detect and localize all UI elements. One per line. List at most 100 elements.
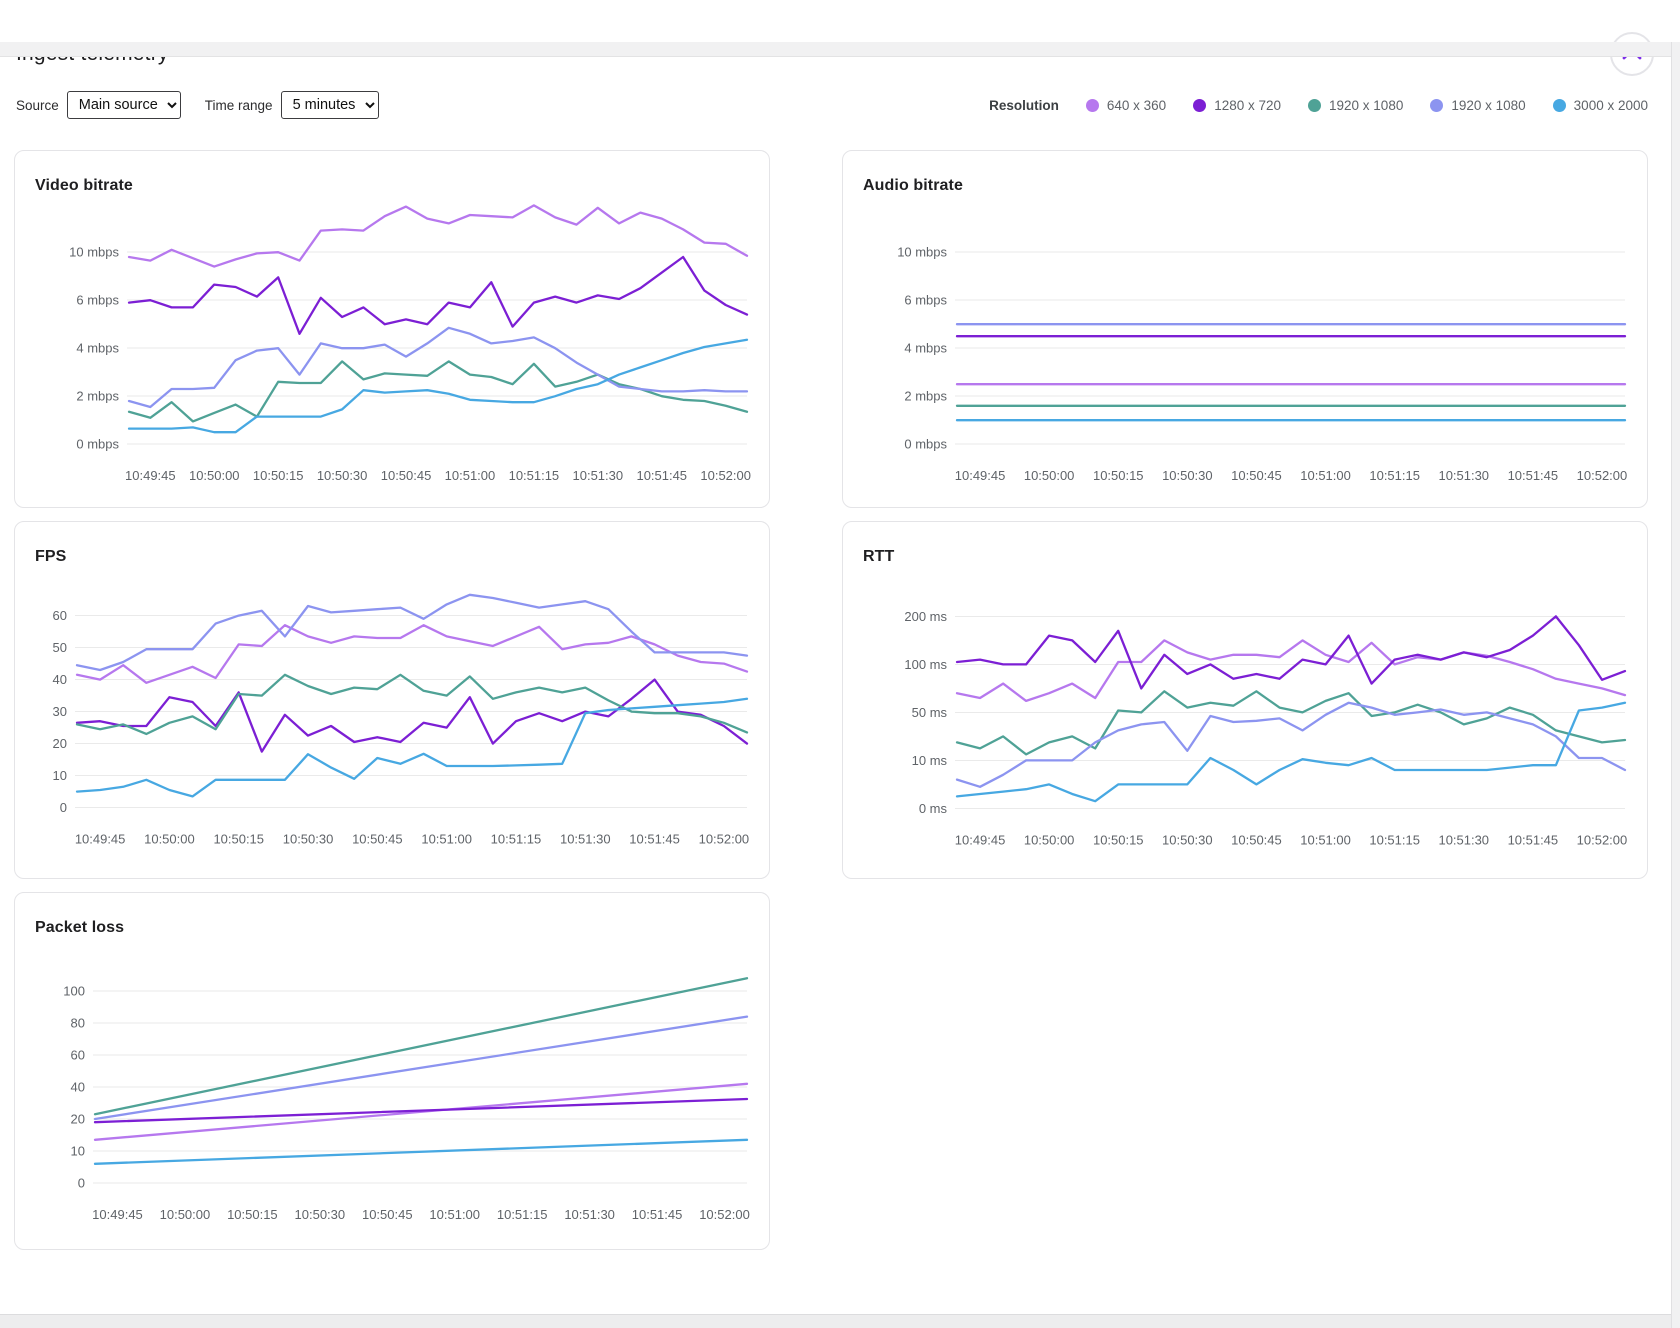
y-tick-label: 20 [71,1112,85,1127]
x-tick-label: 10:50:45 [1231,832,1282,847]
source-select[interactable]: Main source [66,91,181,119]
y-tick-label: 10 ms [912,753,948,768]
legend-title: Resolution [989,97,1059,113]
series-line-rtt-1 [955,615,1627,690]
x-tick-label: 10:52:00 [1577,468,1628,483]
time-range-select[interactable]: 5 minutes [280,91,379,119]
series-line-packet-loss-3 [93,1015,749,1121]
y-tick-label: 50 ms [912,705,948,720]
x-tick-label: 10:52:00 [700,468,751,483]
scrollbar-gutter [1671,42,1680,1328]
chart-plot-fps: 0 10 20 30 40 50 60 10:49:45 10:50:00 10:50:15 10:… [53,593,749,847]
x-tick-label: 10:50:00 [1024,832,1075,847]
legend-label: 640 x 360 [1106,97,1167,113]
y-tick-label: 6 mbps [904,293,947,308]
series-line-packet-loss-4 [93,1138,749,1165]
x-tick-label: 10:50:30 [283,832,334,847]
x-tick-label: 10:50:45 [362,1207,413,1222]
y-tick-label: 6 mbps [76,293,119,308]
x-tick-label: 10:49:45 [955,832,1006,847]
legend-item-1: 1280 x 720 [1193,98,1281,113]
chart-title-audio-bitrate: Audio bitrate [863,177,963,194]
series-line-rtt-3 [955,701,1627,788]
chart-title-video-bitrate: Video bitrate [35,177,133,194]
controls-row: Source Main source Time range 5 minutes … [16,90,1648,120]
series-line-video-bitrate-4 [127,338,749,434]
legend-dot [1193,98,1207,112]
charts-grid: Video bitrate 0 mbps 2 mbps 4 mbps 6 mbps 10 … [14,150,1680,1250]
legend-item-4: 3000 x 2000 [1552,97,1648,113]
y-tick-label: 2 mbps [904,389,947,404]
chart-card-packet-loss: Packet loss 0 10 20 40 60 80 100 10:49:45 10:50:0… [14,892,770,1250]
chart-title-fps: FPS [35,548,67,565]
x-tick-label: 10:49:45 [125,468,176,483]
series-line-fps-3 [75,593,749,672]
y-tick-label: 40 [53,672,67,687]
y-tick-label: 10 [53,768,67,783]
x-tick-label: 10:50:00 [160,1207,211,1222]
x-tick-label: 10:51:30 [573,468,624,483]
y-tick-label: 0 ms [919,801,948,816]
x-tick-label: 10:49:45 [92,1207,143,1222]
x-tick-label: 10:51:45 [1508,468,1559,483]
chart-plot-packet-loss: 0 10 20 40 60 80 100 10:49:45 10:50:00 10:50:15 10… [63,977,750,1222]
series-line-rtt-0 [955,639,1627,703]
page-bottom-gutter [0,1314,1680,1328]
x-tick-label: 10:51:45 [632,1207,683,1222]
chart-card-rtt: RTT 0 ms 10 ms 50 ms 100 ms 200 ms 10:49:45 10:… [842,521,1648,879]
legend-label: 3000 x 2000 [1573,97,1648,113]
y-tick-label: 0 [60,800,67,815]
legend-dot [1085,98,1099,112]
y-tick-label: 4 mbps [76,341,119,356]
x-tick-label: 10:50:00 [1024,468,1075,483]
series-line-rtt-4 [955,701,1627,803]
x-tick-label: 10:51:45 [1508,832,1559,847]
y-tick-label: 10 mbps [69,245,119,260]
x-tick-label: 10:50:15 [1093,468,1144,483]
x-tick-label: 10:51:00 [445,468,496,483]
page-top-gutter [0,42,1680,57]
x-tick-label: 10:51:30 [560,832,611,847]
series-line-packet-loss-2 [93,977,749,1116]
legend-label: 1280 x 720 [1214,97,1282,113]
x-tick-label: 10:50:15 [253,468,304,483]
time-range-label: Time range [204,97,273,113]
x-tick-label: 10:50:45 [352,832,403,847]
legend-label: 1920 x 1080 [1329,97,1404,113]
x-tick-label: 10:50:30 [1162,468,1213,483]
x-tick-label: 10:51:45 [636,468,687,483]
series-line-fps-0 [75,624,749,684]
x-tick-label: 10:51:30 [1438,468,1489,483]
y-tick-label: 0 [78,1176,85,1191]
series-line-fps-1 [75,678,749,753]
series-line-video-bitrate-1 [127,255,749,335]
x-tick-label: 10:49:45 [75,832,126,847]
chart-title-packet-loss: Packet loss [35,919,125,936]
x-tick-label: 10:50:30 [1162,832,1213,847]
x-tick-label: 10:50:15 [1093,832,1144,847]
y-tick-label: 2 mbps [76,389,119,404]
chart-plot-video-bitrate: 0 mbps 2 mbps 4 mbps 6 mbps 10 mbps 10:49:45 1… [69,204,751,483]
series-line-fps-2 [75,673,749,736]
resolution-legend: Resolution 640 x 360 1280 x 720 1920 x 108… [989,98,1648,113]
source-label: Source [16,97,59,113]
chart-card-audio-bitrate: Audio bitrate 0 mbps 2 mbps 4 mbps 6 mbps 10 … [842,150,1648,508]
x-tick-label: 10:51:30 [1438,832,1489,847]
y-tick-label: 10 mbps [897,245,947,260]
x-tick-label: 10:51:00 [1300,468,1351,483]
x-tick-label: 10:50:15 [213,832,264,847]
legend-dot [1308,98,1322,112]
x-tick-label: 10:50:00 [144,832,195,847]
legend-dot [1430,98,1444,112]
series-line-fps-4 [75,697,749,798]
chart-title-rtt: RTT [863,548,895,565]
series-line-rtt-2 [955,690,1627,756]
y-tick-label: 50 [53,640,67,655]
x-tick-label: 10:49:45 [955,468,1006,483]
x-tick-label: 10:50:45 [1231,468,1282,483]
y-tick-label: 60 [71,1048,85,1063]
legend-dot [1552,98,1566,112]
y-tick-label: 10 [71,1144,85,1159]
y-tick-label: 60 [53,608,67,623]
x-tick-label: 10:51:00 [1300,832,1351,847]
